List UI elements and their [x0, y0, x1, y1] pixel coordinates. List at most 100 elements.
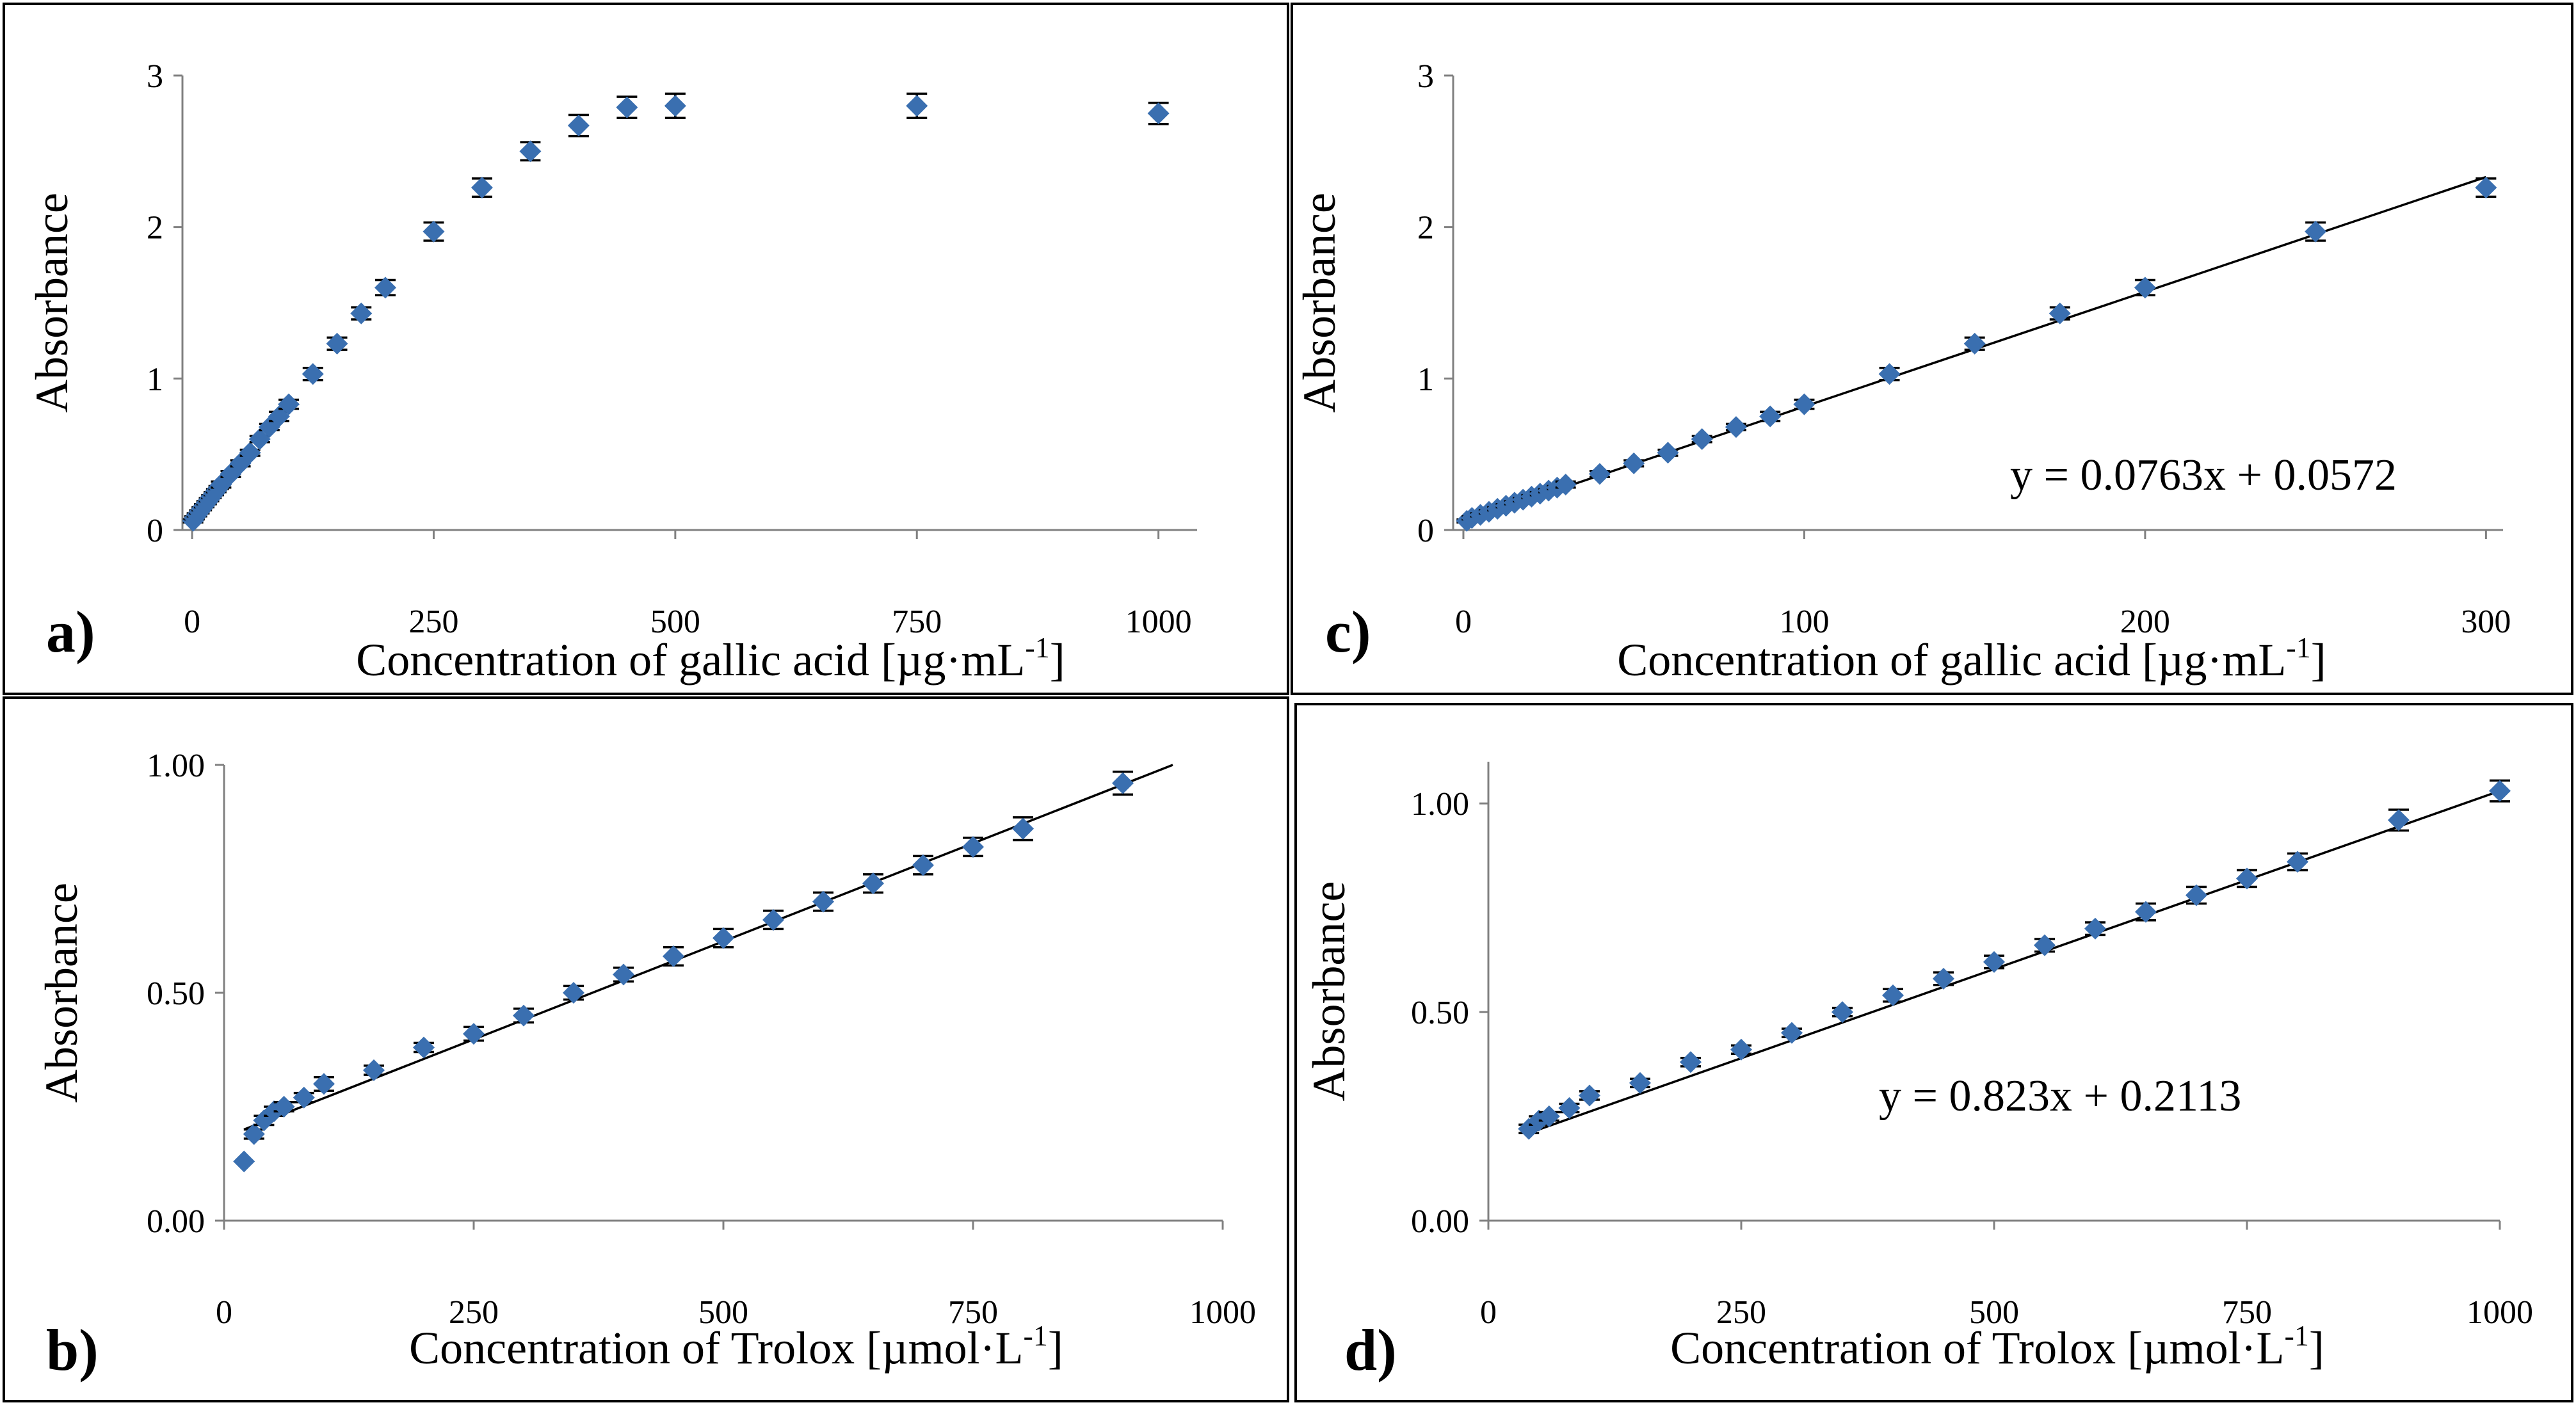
data-point — [1680, 1051, 1702, 1073]
x-axis-label: Concentration of gallic acid [µg·mL-1] — [1617, 631, 2326, 686]
data-point — [248, 428, 271, 450]
data-point — [1759, 405, 1782, 428]
y-axis-label: Absorbance — [1303, 881, 1355, 1102]
data-point — [2034, 934, 2056, 956]
data-point — [2475, 177, 2497, 199]
data-point — [1147, 102, 1170, 125]
panel-d-border — [1294, 703, 2573, 1402]
x-tick-label: 0 — [216, 1294, 232, 1331]
y-tick-label: 2 — [1417, 210, 1434, 246]
y-tick-label: 3 — [147, 58, 163, 95]
data-point — [862, 872, 884, 895]
data-point — [563, 982, 584, 1004]
data-point — [812, 890, 834, 913]
data-point — [326, 332, 348, 355]
y-tick-label: 0.00 — [147, 1203, 205, 1240]
data-point — [413, 1036, 435, 1059]
x-tick-label: 1000 — [1189, 1294, 1256, 1331]
data-point — [1831, 1001, 1853, 1024]
data-point — [1558, 1097, 1581, 1120]
y-axis-label: Absorbance — [36, 883, 87, 1103]
data-point — [2135, 901, 2157, 923]
x-axis-label: Concentration of gallic acid [µg·mL-1] — [356, 631, 1065, 686]
x-tick-label: 200 — [2120, 604, 2170, 640]
regression-equation: y = 0.823x + 0.2113 — [1879, 1072, 2241, 1121]
data-point — [2236, 867, 2258, 890]
x-tick-label: 0 — [184, 604, 200, 640]
x-tick-label: 750 — [2222, 1294, 2272, 1331]
data-point — [350, 302, 373, 325]
y-tick-label: 1.00 — [147, 748, 205, 784]
data-point — [313, 1073, 335, 1095]
data-point — [616, 96, 638, 118]
data-point — [268, 405, 290, 428]
data-point — [664, 95, 686, 117]
x-tick-label: 0 — [1480, 1294, 1497, 1331]
data-point — [962, 836, 984, 858]
x-axis-label: Concentration of Trolox [µmol·L-1] — [409, 1319, 1063, 1374]
data-point — [1579, 1084, 1600, 1107]
data-point — [1730, 1038, 1752, 1061]
y-axis-label: Absorbance — [1294, 193, 1345, 413]
y-tick-label: 0 — [147, 513, 163, 549]
data-point — [2084, 917, 2106, 940]
data-point — [273, 1096, 295, 1118]
data-point — [519, 140, 542, 163]
panel-letter: d) — [1344, 1317, 1397, 1383]
data-point — [1657, 442, 1679, 464]
data-point — [1588, 463, 1611, 485]
y-tick-label: 3 — [1417, 58, 1434, 95]
data-point — [423, 220, 445, 243]
data-point — [1933, 967, 1954, 990]
x-tick-label: 750 — [948, 1294, 998, 1331]
x-tick-label: 1000 — [1125, 604, 1192, 640]
panel-letter: c) — [1325, 599, 1371, 664]
data-point — [1012, 817, 1034, 840]
data-point — [663, 945, 684, 968]
data-point — [906, 95, 928, 117]
chart-panel-d: 0.00 0.50 1.00 0 250 500 750 1000 Absorbance Conc… — [1303, 762, 2533, 1383]
chart-panel-a: 0 1 2 3 0 250 500 750 1000 Absorbance Concentratio… — [26, 58, 1197, 686]
data-point — [1538, 1105, 1560, 1128]
x-tick-label: 500 — [1969, 1294, 2019, 1331]
data-point — [363, 1059, 385, 1082]
data-point — [1725, 416, 1747, 438]
panel-letter: a) — [46, 599, 95, 664]
data-point — [513, 1004, 535, 1027]
x-tick-label: 500 — [698, 1294, 748, 1331]
data-point — [2388, 809, 2410, 831]
data-point — [243, 1123, 265, 1145]
y-tick-label: 1.00 — [1411, 786, 1469, 823]
y-tick-label: 1 — [147, 361, 163, 397]
x-tick-label: 250 — [449, 1294, 499, 1331]
data-point — [1554, 474, 1577, 495]
x-tick-label: 1000 — [2467, 1294, 2533, 1331]
y-tick-label: 1 — [1417, 361, 1434, 397]
data-point — [233, 1150, 255, 1173]
data-point — [2305, 220, 2327, 243]
x-tick-label: 100 — [1779, 604, 1829, 640]
x-tick-label: 300 — [2461, 604, 2511, 640]
y-tick-label: 0.50 — [147, 975, 205, 1012]
x-tick-label: 250 — [1716, 1294, 1766, 1331]
data-point — [1781, 1022, 1803, 1044]
chart-panel-c: 0 1 2 3 0 100 200 300 Absorbance Concentration of… — [1294, 58, 2511, 686]
data-point — [302, 363, 324, 385]
data-point — [239, 442, 261, 464]
regression-equation: y = 0.0763x + 0.0572 — [2010, 451, 2397, 500]
x-tick-label: 250 — [408, 604, 458, 640]
y-tick-label: 0.00 — [1411, 1203, 1469, 1240]
data-point — [1963, 332, 1986, 355]
data-point — [374, 277, 396, 299]
data-point — [2049, 302, 2071, 325]
data-point — [912, 854, 934, 876]
y-tick-label: 2 — [147, 210, 163, 246]
panel-c-border — [1291, 3, 2573, 695]
data-point — [762, 909, 784, 931]
y-tick-label: 0.50 — [1411, 995, 1469, 1031]
data-point — [1112, 772, 1134, 794]
data-point — [2134, 277, 2156, 299]
panel-b-border — [3, 696, 1289, 1402]
data-point — [471, 177, 493, 199]
